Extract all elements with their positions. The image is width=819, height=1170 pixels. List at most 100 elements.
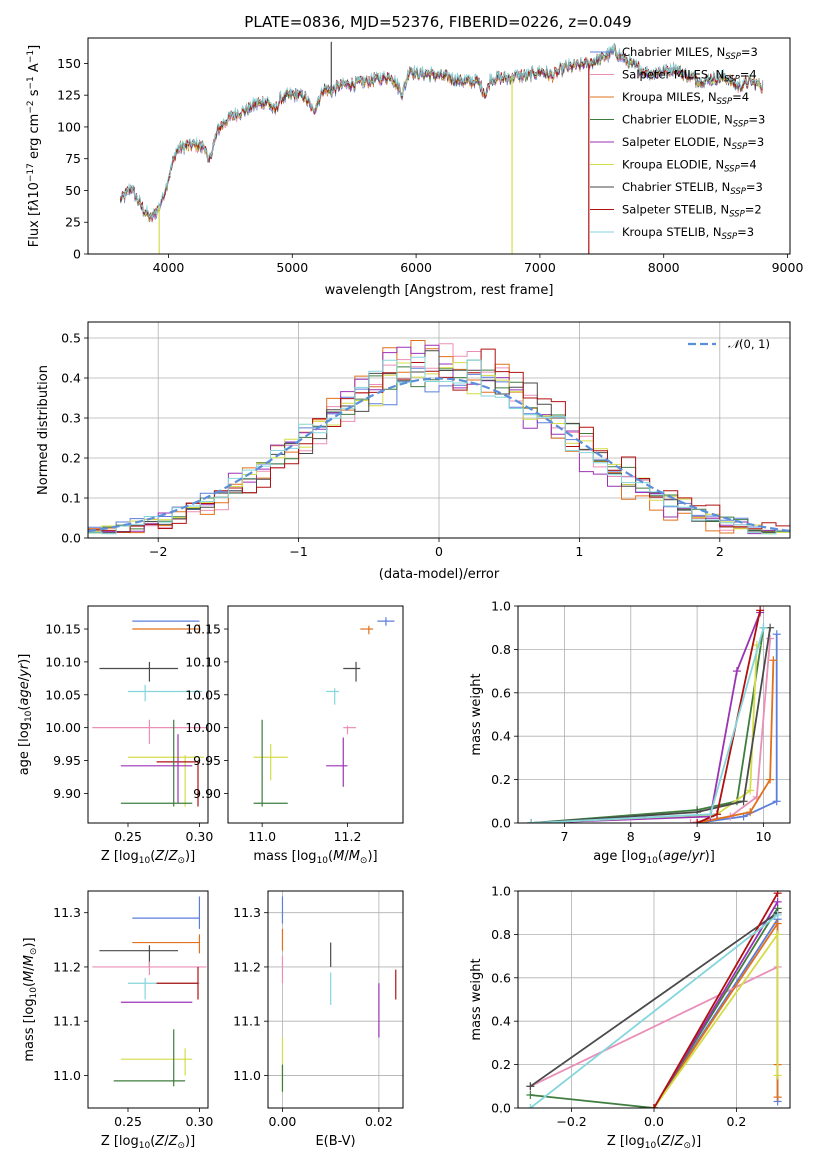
y-tick-label: 9.90 (193, 786, 221, 801)
y-tick-label: 50 (65, 183, 81, 198)
plot-area (281, 896, 397, 1092)
panel-1: 4000 5000 6000 7000 8000 9000 0 25 50 75 100 125 150… (26, 37, 804, 298)
y-tick-label: 11.0 (233, 1068, 261, 1083)
weight-line-ss (653, 892, 779, 1108)
legend-label: Salpeter ELODIE, NSSP=3 (622, 135, 764, 152)
x-tick-label: 4000 (153, 260, 185, 275)
y-tick-label: 25 (65, 215, 81, 230)
x-axis-label: (data-model)/error (379, 567, 500, 582)
y-tick-label: 10.10 (45, 654, 81, 669)
axes-frame (517, 890, 791, 1109)
y-axis-label: mass weight (469, 958, 484, 1040)
y-tick-label: 0.6 (491, 970, 511, 985)
y-tick-label: 11.3 (53, 905, 81, 920)
y-tick-label: 125 (57, 88, 81, 103)
normal-curve (88, 377, 790, 533)
y-tick-label: 11.1 (53, 1014, 81, 1029)
legend: Chabrier MILES, NSSP=3 Salpeter MILES, NS… (590, 45, 765, 242)
y-axis-label: mass weight (469, 673, 484, 755)
y-tick-label: 0.2 (491, 1057, 511, 1072)
y-tick-label: 0.5 (61, 331, 81, 346)
y-tick-label: 1.0 (491, 884, 511, 899)
x-tick-label: −0.2 (556, 1114, 586, 1129)
y-tick-label: 9.90 (53, 786, 81, 801)
axes-frame (87, 321, 791, 539)
legend-label: Chabrier MILES, NSSP=3 (622, 45, 758, 62)
plot-area (92, 620, 207, 807)
x-tick-label: 9000 (772, 260, 804, 275)
panel-6: 0.25 0.30 11.0 11.1 11.2 11.3 Z [log10(Z/Z⊙)] m… (22, 890, 214, 1151)
x-axis-label: age [log10(age/yr)] (593, 849, 715, 866)
spectrum-line-ks (119, 43, 764, 219)
x-tick-label: 0.0 (644, 1114, 664, 1129)
y-tick-label: 0.2 (491, 772, 511, 787)
x-tick-label: 8000 (648, 260, 680, 275)
y-tick-label: 150 (57, 56, 81, 71)
plot-area (253, 617, 395, 807)
y-tick-label: 1.0 (491, 599, 511, 614)
x-tick-label: 9 (693, 829, 701, 844)
y-tick-label: 10.05 (185, 687, 221, 702)
x-tick-label: 7 (560, 829, 568, 844)
y-axis-label: Normed distribution (36, 365, 51, 495)
y-tick-label: 10.15 (185, 622, 221, 637)
x-tick-label: 0 (435, 544, 443, 559)
legend-label: Salpeter STELIB, NSSP=2 (622, 203, 762, 220)
y-tick-label: 0.0 (491, 1101, 511, 1116)
plot-area (88, 340, 790, 535)
panel-8: −0.2 0.0 0.2 0.0 0.2 0.4 0.6 0.8 1.0 mass weight Z… (469, 884, 791, 1151)
x-tick-label: 2 (716, 544, 724, 559)
x-axis-label: wavelength [Angstrom, rest frame] (325, 283, 554, 298)
x-tick-label: 11.2 (334, 829, 362, 844)
y-tick-label: 0.2 (61, 451, 81, 466)
y-tick-label: 11.2 (233, 959, 261, 974)
x-tick-label: 1 (575, 544, 583, 559)
y-axis-label: age [log10(age/yr)] (17, 654, 34, 776)
axes-frame (87, 890, 209, 1109)
x-axis-label: Z [log10(Z/Z⊙)] (607, 1134, 701, 1151)
weight-line-km (696, 660, 775, 823)
x-tick-label: 0.30 (186, 1114, 214, 1129)
chart-title: PLATE=0836, MJD=52376, FIBERID=0226, z=0… (244, 13, 631, 31)
y-tick-label: 0.4 (61, 371, 81, 386)
axes-frame (267, 890, 404, 1109)
x-tick-label: 0.25 (114, 1114, 142, 1129)
legend-label: Kroupa STELIB, NSSP=3 (622, 225, 754, 242)
x-tick-label: 8 (627, 829, 635, 844)
y-tick-label: 0.8 (491, 642, 511, 657)
y-tick-label: 11.0 (53, 1068, 81, 1083)
x-tick-label: 10 (756, 829, 772, 844)
y-tick-label: 100 (57, 119, 81, 134)
legend-label: Chabrier ELODIE, NSSP=3 (622, 113, 765, 130)
y-tick-label: 10.15 (45, 622, 81, 637)
x-axis-label: Z [log10(Z/Z⊙)] (101, 849, 195, 866)
y-tick-label: 11.2 (53, 959, 81, 974)
y-tick-label: 0.3 (61, 411, 81, 426)
panel-7: 0.00 0.02 11.0 11.1 11.2 11.3 E(B-V) (233, 890, 404, 1149)
panel-4: 11.0 11.2 9.90 9.95 10.00 10.05 10.10 10.15 mass… (185, 605, 404, 866)
weight-line-cm (696, 634, 778, 823)
y-tick-label: 0.4 (491, 729, 511, 744)
x-axis-label: Z [log10(Z/Z⊙)] (101, 1134, 195, 1151)
x-tick-label: 0.30 (186, 829, 214, 844)
y-tick-label: 0.4 (491, 1014, 511, 1029)
histogram-cs (88, 350, 790, 534)
x-tick-label: 6000 (400, 260, 432, 275)
weight-line-sm (530, 966, 778, 1088)
y-tick-label: 11.3 (233, 905, 261, 920)
y-tick-label: 9.95 (53, 753, 81, 768)
y-tick-label: 10.10 (185, 654, 221, 669)
x-axis-label: mass [log10(M/M⊙)] (253, 849, 377, 866)
y-axis-label: Flux [fλ10−17 erg cm−2 s−1 A−1] (26, 45, 42, 247)
y-tick-label: 10.00 (45, 720, 81, 735)
x-tick-label: 5000 (276, 260, 308, 275)
x-tick-label: 0.2 (726, 1114, 746, 1129)
panel-5: 7 8 9 10 0.0 0.2 0.4 0.6 0.8 1.0 mass weight age [l… (469, 599, 791, 866)
y-tick-label: 10.00 (185, 720, 221, 735)
weight-line-cs (531, 627, 771, 823)
y-tick-label: 0.0 (491, 816, 511, 831)
legend-label: 𝒩(0, 1) (728, 337, 770, 351)
x-tick-label: −2 (149, 544, 167, 559)
panel-3: 0.25 0.30 9.90 9.95 10.00 10.05 10.10 10.15 Z [l… (17, 605, 214, 866)
